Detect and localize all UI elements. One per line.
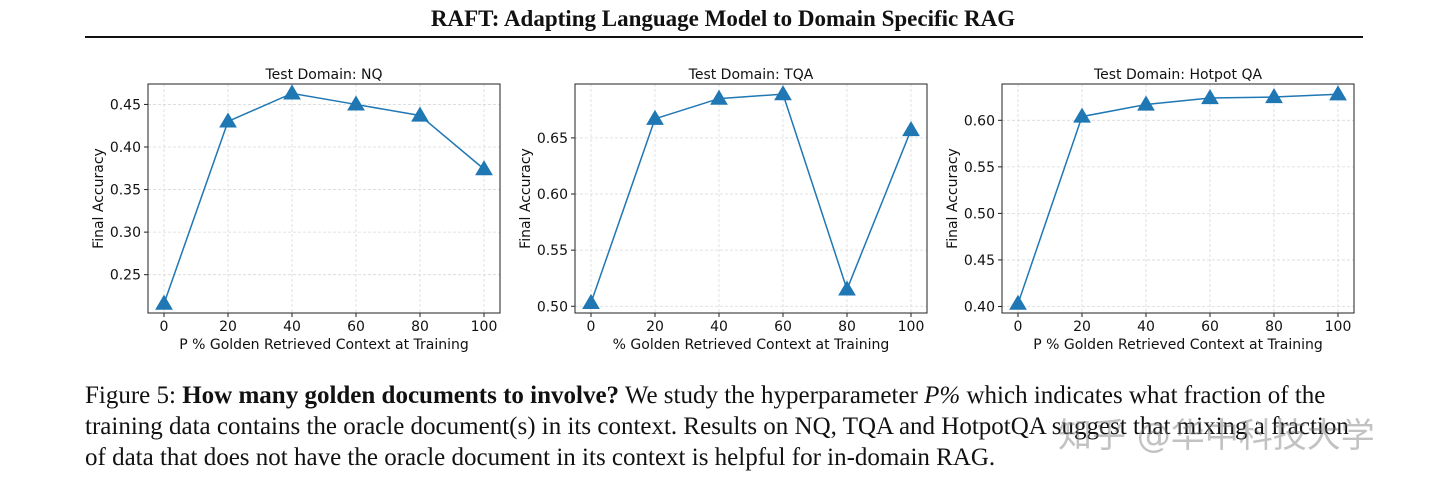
x-axis-label: P % Golden Retrieved Context at Training	[179, 337, 469, 353]
x-tick-label: 60	[1201, 319, 1219, 335]
paper-running-title: RAFT: Adapting Language Model to Domain …	[430, 6, 1016, 31]
data-point-marker	[283, 84, 301, 100]
data-point-marker	[1073, 107, 1091, 123]
series-line	[1017, 93, 1339, 304]
chart-panel-3: 0 20 40 60 80 100 0.40 0.45 0.50 0.55 0.60 Test Dom…	[945, 67, 1355, 353]
x-tick-label: 80	[1265, 319, 1283, 335]
x-tick-label: 60	[347, 319, 365, 335]
chart-title: Test Domain: NQ	[264, 67, 382, 83]
data-point-marker	[347, 95, 365, 111]
watermark: 知乎 @华中科技大学	[1058, 416, 1375, 456]
x-tick-label: 40	[1137, 319, 1155, 335]
x-tick-label: 0	[1014, 319, 1023, 335]
y-axis-label: Final Accuracy	[518, 148, 534, 249]
data-point-marker	[1201, 88, 1219, 105]
y-tick-label: 0.25	[110, 268, 141, 284]
chart-title: Test Domain: TQA	[688, 67, 814, 83]
plot-frame	[1001, 83, 1355, 314]
data-point-marker	[902, 121, 920, 137]
plot-frame	[574, 83, 928, 314]
x-tick-label: 0	[160, 319, 169, 335]
data-point-marker	[646, 109, 664, 125]
y-tick-label: 0.40	[964, 299, 995, 315]
x-tick-label: 80	[838, 319, 856, 335]
x-axis-label: P % Golden Retrieved Context at Training	[1033, 337, 1323, 353]
y-tick-label: 0.55	[964, 160, 995, 176]
x-tick-label: 40	[710, 319, 728, 335]
chart-panel-2: 0 20 40 60 80 100 0.50 0.55 0.60 0.65 Test Domain:…	[518, 67, 928, 353]
y-tick-label: 0.40	[110, 140, 141, 156]
data-point-marker	[411, 106, 429, 122]
x-tick-label: 20	[219, 319, 237, 335]
caption-label: Figure 5:	[85, 382, 183, 409]
y-axis-label: Final Accuracy	[945, 148, 961, 249]
y-tick-label: 0.45	[110, 97, 141, 113]
y-tick-label: 0.30	[110, 225, 141, 241]
y-tick-label: 0.45	[964, 253, 995, 269]
header-rule	[85, 36, 1363, 38]
y-tick-label: 0.65	[537, 131, 568, 147]
data-point-marker	[582, 293, 600, 309]
plot-frame	[147, 83, 501, 314]
data-point-marker	[1137, 95, 1155, 111]
y-axis-label: Final Accuracy	[91, 148, 107, 249]
y-tick-label: 0.60	[537, 187, 568, 203]
caption-bold-title: How many golden documents to involve?	[182, 382, 620, 409]
caption-text-2: which indicates what fraction of the tra…	[85, 382, 1349, 471]
y-tick-label: 0.55	[537, 243, 568, 259]
chart-panel-1: 0 20 40 60 80 100 0.25 0.30 0.35 0.40 0.45 Test Dom…	[91, 67, 501, 353]
chart-title: Test Domain: Hotpot QA	[1093, 67, 1263, 83]
series-line	[163, 92, 485, 304]
figure-panels: 0 20 40 60 80 100 0.25 0.30 0.35 0.40 0.45 Test Dom…	[91, 67, 1355, 353]
x-tick-label: 40	[283, 319, 301, 335]
x-tick-label: 100	[471, 319, 498, 335]
x-tick-label: 80	[411, 319, 429, 335]
figure-caption: Figure 5: How many golden documents to i…	[85, 380, 1375, 473]
x-tick-label: 20	[646, 319, 664, 335]
data-point-marker	[219, 112, 237, 128]
y-tick-label: 0.35	[110, 183, 141, 199]
data-point-marker	[1265, 88, 1283, 104]
data-point-marker	[1009, 294, 1027, 310]
y-tick-label: 0.50	[964, 206, 995, 222]
x-tick-label: 60	[774, 319, 792, 335]
x-tick-label: 0	[587, 319, 596, 335]
x-tick-label: 100	[898, 319, 925, 335]
y-tick-label: 0.50	[537, 299, 568, 315]
data-point-marker	[155, 294, 173, 310]
data-point-marker	[1329, 85, 1347, 101]
caption-text-1: We study the hyperparameter	[619, 382, 925, 409]
x-tick-label: 100	[1325, 319, 1352, 335]
x-axis-label: % Golden Retrieved Context at Training	[613, 337, 890, 353]
data-point-marker	[774, 85, 792, 101]
data-point-marker	[838, 280, 856, 296]
data-point-marker	[710, 89, 728, 105]
y-tick-label: 0.60	[964, 113, 995, 129]
series-line	[590, 93, 912, 304]
caption-variable: P%	[924, 382, 961, 409]
data-point-marker	[475, 160, 493, 176]
x-tick-label: 20	[1073, 319, 1091, 335]
